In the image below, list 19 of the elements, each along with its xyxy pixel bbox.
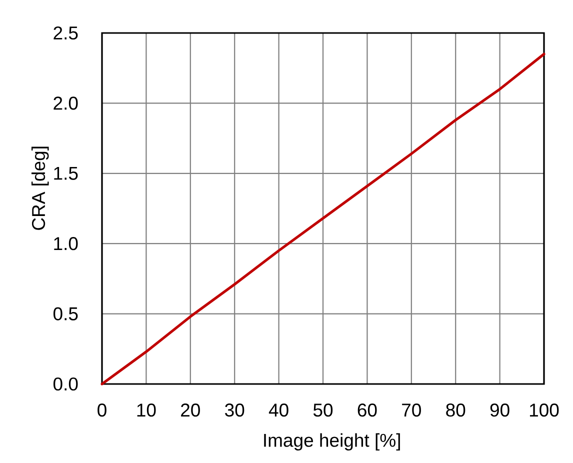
y-tick-label: 0.5	[53, 307, 78, 320]
y-axis-title: CRA [deg]	[31, 146, 49, 230]
x-tick-label: 80	[446, 404, 466, 417]
y-tick-label: 1.0	[54, 237, 78, 250]
x-axis-title: Image height [%]	[264, 433, 400, 451]
x-tick-label: 40	[268, 404, 288, 417]
x-tick-label: 100	[530, 404, 559, 417]
x-tick-label: 30	[225, 404, 244, 417]
x-tick-label: 60	[358, 404, 377, 417]
x-tick-label: 10	[137, 404, 156, 417]
x-tick-label: 70	[402, 404, 421, 417]
y-tick-label: 1.5	[54, 166, 78, 180]
y-tick-label: 0.0	[53, 377, 78, 391]
x-tick-label: 50	[313, 404, 333, 417]
y-tick-label: 2.0	[54, 96, 78, 110]
x-tick-label: 20	[181, 404, 200, 417]
y-tick-label: 2.5	[54, 26, 78, 40]
x-tick-label: 0	[98, 404, 106, 417]
x-tick-label: 90	[490, 404, 510, 417]
